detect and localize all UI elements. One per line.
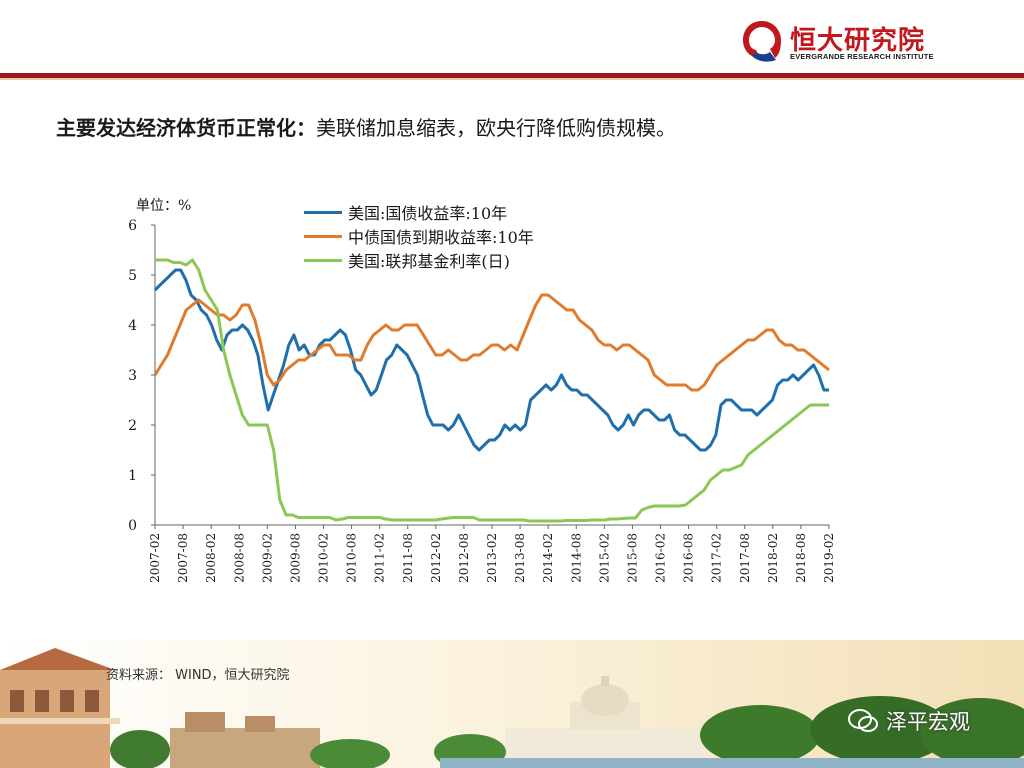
legend-swatch-us10y bbox=[304, 210, 342, 214]
x-tick-label: 2012-02 bbox=[429, 533, 443, 583]
brand-name: 恒大研究院 bbox=[790, 26, 926, 56]
villa-building bbox=[0, 648, 120, 768]
series-line-fedfunds bbox=[155, 258, 829, 523]
x-tick-label: 2014-02 bbox=[541, 533, 555, 583]
x-tick-label: 2016-02 bbox=[654, 533, 668, 583]
chart-legend: 美国:国债收益率:10年 中债国债到期收益率:10年 美国:联邦基金利率(日) bbox=[304, 200, 534, 272]
x-tick-label: 2009-02 bbox=[260, 533, 274, 583]
y-tick-label: 4 bbox=[128, 318, 137, 334]
headline-bold: 主要发达经济体货币正常化： bbox=[56, 116, 316, 140]
y-tick-label: 5 bbox=[128, 268, 137, 284]
legend-swatch-cn10y bbox=[304, 234, 342, 238]
header-rule-accent bbox=[0, 78, 1024, 80]
x-tick-label: 2010-08 bbox=[345, 533, 359, 583]
x-tick-label: 2017-08 bbox=[738, 533, 752, 583]
legend-item-us10y: 美国:国债收益率:10年 bbox=[304, 200, 534, 224]
legend-label-cn10y: 中债国债到期收益率:10年 bbox=[348, 228, 534, 247]
header-rule bbox=[0, 73, 1024, 78]
slide-headline: 主要发达经济体货币正常化：美联储加息缩表，欧央行降低购债规模。 bbox=[56, 112, 676, 141]
legend-swatch-fedfunds bbox=[304, 258, 342, 262]
series-line-us10y bbox=[153, 268, 829, 452]
x-tick-label: 2012-08 bbox=[457, 533, 471, 583]
legend-label-fedfunds: 美国:联邦基金利率(日) bbox=[348, 252, 510, 271]
trees bbox=[110, 696, 1024, 768]
chart-unit-label: 单位：% bbox=[136, 198, 192, 214]
x-tick-label: 2007-08 bbox=[176, 533, 190, 583]
y-tick-label: 2 bbox=[128, 418, 137, 434]
x-tick-label: 2015-02 bbox=[597, 533, 611, 583]
footer-scenery bbox=[0, 640, 1024, 768]
x-tick-label: 2015-08 bbox=[625, 533, 639, 583]
x-tick-label: 2019-02 bbox=[822, 533, 836, 583]
x-tick-label: 2016-08 bbox=[682, 533, 696, 583]
brand-logo: 恒大研究院 EVERGRANDE RESEARCH INSTITUTE bbox=[740, 18, 940, 66]
x-tick-label: 2007-02 bbox=[148, 533, 162, 583]
data-source: 资料来源： WIND，恒大研究院 bbox=[106, 668, 290, 683]
series-line-cn10y bbox=[153, 293, 830, 392]
x-tick-label: 2018-02 bbox=[766, 533, 780, 583]
x-tick-label: 2013-08 bbox=[513, 533, 527, 583]
x-tick-label: 2010-02 bbox=[317, 533, 331, 583]
wechat-icon bbox=[848, 709, 878, 732]
brand-emblem-icon bbox=[743, 21, 781, 62]
headline-text: 美联储加息缩表，欧央行降低购债规模。 bbox=[316, 116, 676, 140]
x-tick-label: 2008-02 bbox=[204, 533, 218, 583]
palace-building bbox=[170, 712, 320, 768]
watermark-text: 泽平宏观 bbox=[886, 710, 970, 734]
x-tick-label: 2011-02 bbox=[373, 533, 387, 583]
brand-subtitle: EVERGRANDE RESEARCH INSTITUTE bbox=[790, 52, 934, 61]
legend-item-cn10y: 中债国债到期收益率:10年 bbox=[304, 224, 534, 248]
x-tick-label: 2018-08 bbox=[794, 533, 808, 583]
y-tick-label: 3 bbox=[128, 368, 137, 384]
x-tick-label: 2008-08 bbox=[232, 533, 246, 583]
watermark: 泽平宏观 bbox=[848, 706, 970, 736]
legend-item-fedfunds: 美国:联邦基金利率(日) bbox=[304, 248, 534, 272]
legend-label-us10y: 美国:国债收益率:10年 bbox=[348, 204, 508, 223]
y-tick-label: 6 bbox=[128, 218, 137, 234]
yield-chart: 0 1 2 3 4 5 6 2007-02 2007-08 2008-02 2008-08 2009-… bbox=[128, 218, 836, 583]
x-tick-label: 2014-08 bbox=[569, 533, 583, 583]
x-tick-label: 2013-02 bbox=[485, 533, 499, 583]
x-tick-label: 2011-08 bbox=[401, 533, 415, 583]
x-tick-label: 2009-08 bbox=[288, 533, 302, 583]
x-tick-label: 2017-02 bbox=[710, 533, 724, 583]
y-tick-label: 1 bbox=[128, 468, 137, 484]
y-tick-label: 0 bbox=[128, 518, 137, 534]
